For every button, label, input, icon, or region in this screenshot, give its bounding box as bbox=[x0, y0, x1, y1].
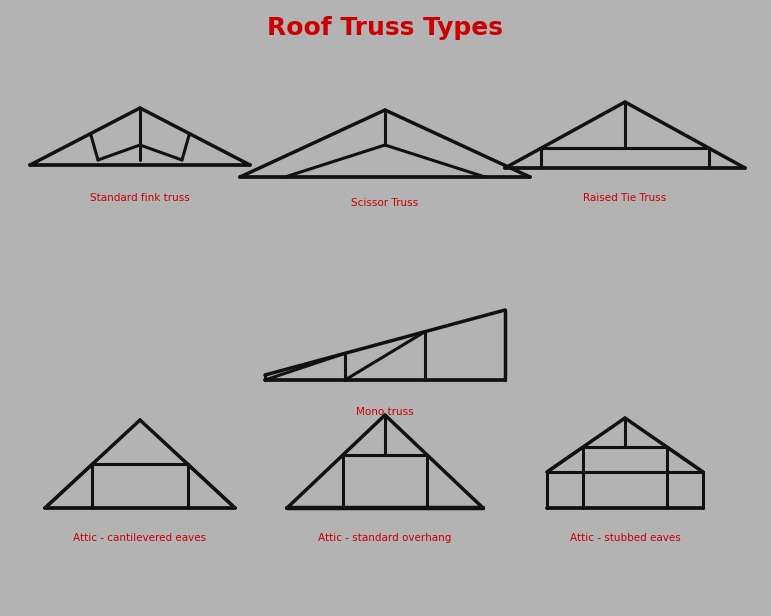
Text: Standard fink truss: Standard fink truss bbox=[90, 193, 190, 203]
Text: Scissor Truss: Scissor Truss bbox=[352, 198, 419, 208]
Text: Attic - stubbed eaves: Attic - stubbed eaves bbox=[570, 533, 680, 543]
Text: Attic - cantilevered eaves: Attic - cantilevered eaves bbox=[73, 533, 207, 543]
Text: Attic - standard overhang: Attic - standard overhang bbox=[318, 533, 452, 543]
Text: Roof Truss Types: Roof Truss Types bbox=[267, 16, 503, 40]
Text: Raised Tie Truss: Raised Tie Truss bbox=[584, 193, 667, 203]
Text: Mono truss: Mono truss bbox=[356, 407, 414, 417]
